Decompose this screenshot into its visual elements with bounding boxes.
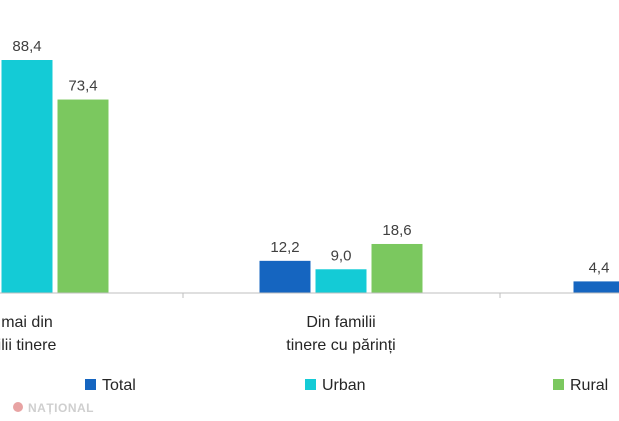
logo-dot-icon bbox=[13, 402, 23, 412]
legend-label: Total bbox=[102, 377, 136, 394]
category-label: ilii tinere bbox=[0, 337, 56, 354]
bar-rural bbox=[57, 99, 109, 294]
data-label: 4,4 bbox=[589, 259, 610, 276]
data-label: 12,2 bbox=[270, 239, 299, 256]
legend-label: Urban bbox=[322, 377, 366, 394]
bar-urban bbox=[1, 60, 53, 293]
x-axis bbox=[0, 292, 619, 298]
legend-swatch-total bbox=[85, 379, 96, 390]
legend: Total Urban Rural bbox=[85, 377, 608, 394]
data-label: 9,0 bbox=[331, 247, 352, 264]
bar-rural bbox=[371, 243, 423, 293]
category-label: tinere cu părinți bbox=[286, 337, 395, 354]
bar-total bbox=[573, 281, 619, 293]
legend-label: Rural bbox=[570, 377, 608, 394]
legend-swatch-urban bbox=[305, 379, 316, 390]
data-label: 73,4 bbox=[68, 78, 97, 95]
category-label: mai din bbox=[1, 314, 53, 331]
category-label: Din familii bbox=[306, 314, 375, 331]
watermark: NAȚIONAL bbox=[13, 401, 94, 415]
category-labels: mai din ilii tinere Din familii tinere cu p… bbox=[0, 314, 396, 354]
bars-layer: 12,2 4,4 88,4 9,0 73,4 18,6 bbox=[1, 38, 619, 294]
bar-urban bbox=[315, 269, 367, 293]
legend-swatch-rural bbox=[553, 379, 564, 390]
bar-total bbox=[259, 260, 311, 293]
data-label: 88,4 bbox=[12, 38, 41, 55]
watermark-text: NAȚIONAL bbox=[28, 401, 94, 415]
data-label: 18,6 bbox=[382, 222, 411, 239]
